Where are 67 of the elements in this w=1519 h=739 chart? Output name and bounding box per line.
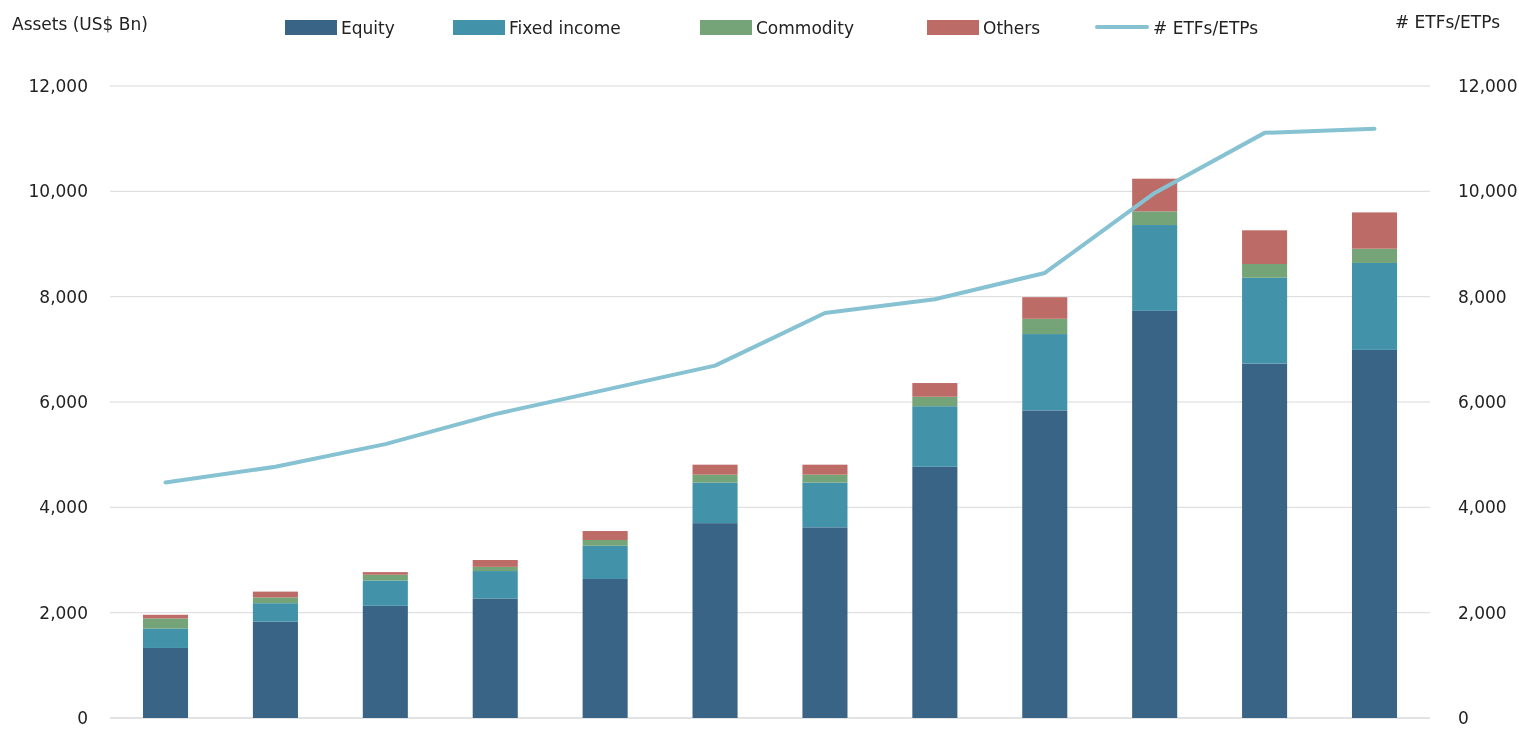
bar (472, 560, 518, 567)
bar (1351, 349, 1398, 718)
bar (472, 571, 518, 599)
bar (692, 482, 738, 524)
y2-axis-title: # ETFs/ETPs (1394, 12, 1501, 32)
bar (1242, 264, 1288, 278)
bar (472, 598, 518, 718)
y-tick-label: 6,000 (39, 391, 88, 412)
y-tick-label: 8,000 (39, 286, 88, 307)
bar (582, 578, 628, 718)
bar (582, 531, 628, 540)
y2-tick-label: 6,000 (1458, 391, 1507, 412)
legend-label: Commodity (756, 18, 855, 38)
bar (142, 628, 189, 648)
bar (1132, 211, 1178, 226)
bar (1022, 297, 1068, 319)
bar (912, 383, 958, 397)
bar (142, 618, 189, 629)
bar (692, 523, 738, 718)
bar (582, 545, 628, 579)
bar (362, 572, 408, 575)
bar (472, 566, 518, 572)
bar (1351, 212, 1398, 249)
bar (802, 527, 848, 718)
bar (362, 580, 408, 606)
bar (692, 474, 738, 483)
bar (252, 603, 298, 622)
bar (1351, 262, 1398, 350)
y2-tick-label: 12,000 (1458, 75, 1518, 96)
y-tick-label: 10,000 (28, 181, 88, 202)
legend-label: Equity (341, 18, 395, 38)
legend-label: Others (983, 18, 1041, 38)
bar (1242, 363, 1288, 718)
line-series (163, 126, 1377, 485)
legend-label: Fixed income (509, 18, 621, 38)
bar (252, 621, 298, 718)
bar (1022, 410, 1068, 718)
bar (1022, 318, 1068, 335)
y2-tick-label: 2,000 (1458, 602, 1507, 623)
y-tick-label: 4,000 (39, 497, 88, 518)
y2-tick-label: 4,000 (1458, 497, 1507, 518)
bar (1022, 334, 1068, 411)
bar (802, 482, 848, 528)
bar (1132, 225, 1178, 311)
bar (1242, 277, 1288, 364)
y-tick-label: 2,000 (39, 602, 88, 623)
bar (1351, 248, 1398, 263)
bar (692, 464, 738, 475)
bar (142, 647, 189, 718)
bar (252, 597, 298, 604)
bar (582, 539, 628, 546)
y-axis-title: Assets (US$ Bn) (12, 14, 148, 34)
legend-label: # ETFs/ETPs (1153, 18, 1259, 38)
y-tick-label: 0 (77, 707, 88, 728)
bar (1132, 310, 1178, 718)
bar (362, 605, 408, 718)
bar (912, 396, 958, 407)
bar (912, 466, 958, 718)
bar (802, 464, 848, 475)
bar (802, 474, 848, 483)
y-tick-label: 12,000 (28, 75, 88, 96)
bar (1242, 230, 1288, 265)
y2-tick-label: 10,000 (1458, 181, 1518, 202)
y2-tick-label: 8,000 (1458, 286, 1507, 307)
bar (362, 574, 408, 581)
bar (912, 406, 958, 467)
y2-tick-label: 0 (1458, 707, 1469, 728)
